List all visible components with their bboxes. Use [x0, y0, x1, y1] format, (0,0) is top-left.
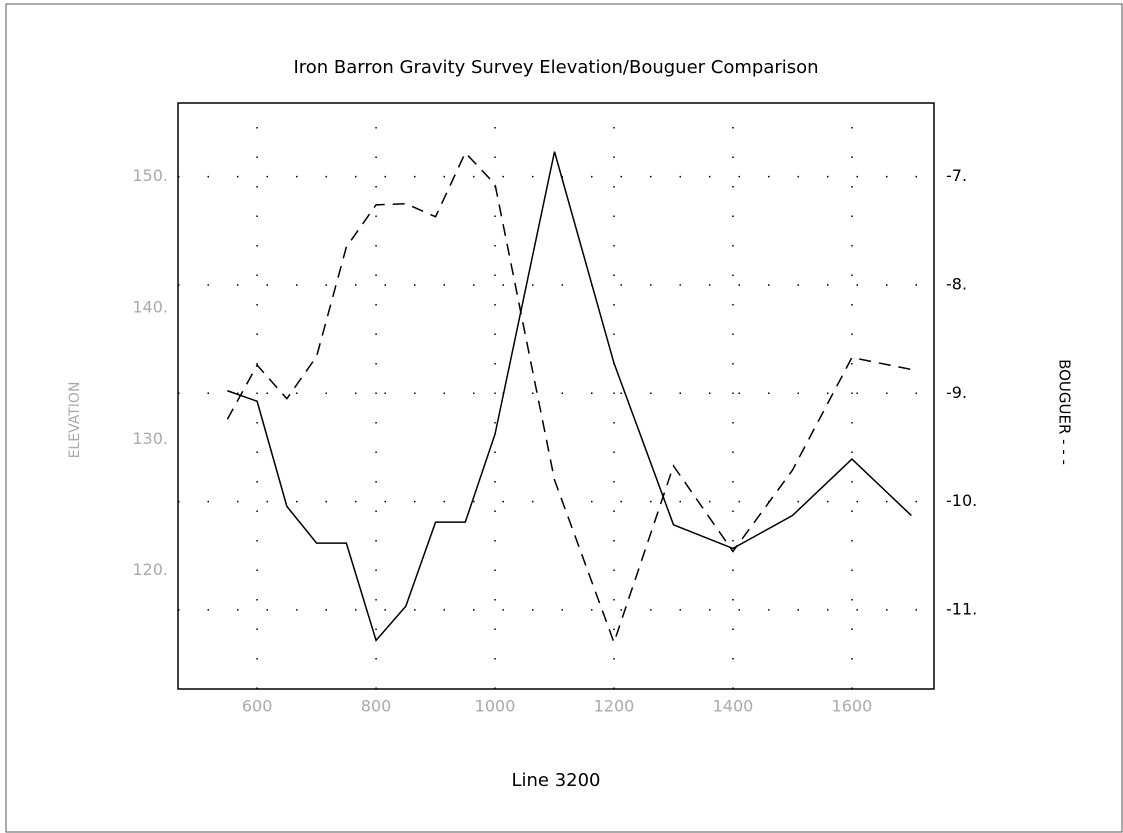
x-tick-label: 1600: [832, 697, 873, 716]
line-series: [226, 151, 912, 645]
y2-tick-label: -11.: [946, 599, 977, 618]
y2-tick-label: -8.: [946, 274, 967, 293]
y2-tick-label: -9.: [946, 383, 967, 402]
x-tick-label: 1400: [713, 697, 754, 716]
x-tick-label: 1000: [475, 697, 516, 716]
y2-tick-label: -10.: [946, 491, 977, 510]
chart-title: Iron Barron Gravity Survey Elevation/Bou…: [293, 57, 818, 78]
y-tick-label: 130.: [132, 429, 168, 448]
frame: [5, 3, 1123, 833]
y2-tick-label: -7.: [946, 166, 967, 185]
line-series: [227, 151, 912, 642]
x-tick-label: 600: [242, 697, 273, 716]
x-tick-label: 1200: [594, 697, 635, 716]
y-tick-label: 140.: [132, 297, 168, 316]
y-axis-label: ELEVATION: [67, 382, 83, 459]
plot-area: [177, 102, 935, 690]
x-tick-label: 800: [361, 697, 392, 716]
x-axis-label: Line 3200: [511, 770, 600, 791]
y-tick-label: 120.: [132, 560, 168, 579]
y2-axis-label: BOUGUER - - -: [1056, 359, 1074, 465]
y-tick-label: 150.: [132, 166, 168, 185]
